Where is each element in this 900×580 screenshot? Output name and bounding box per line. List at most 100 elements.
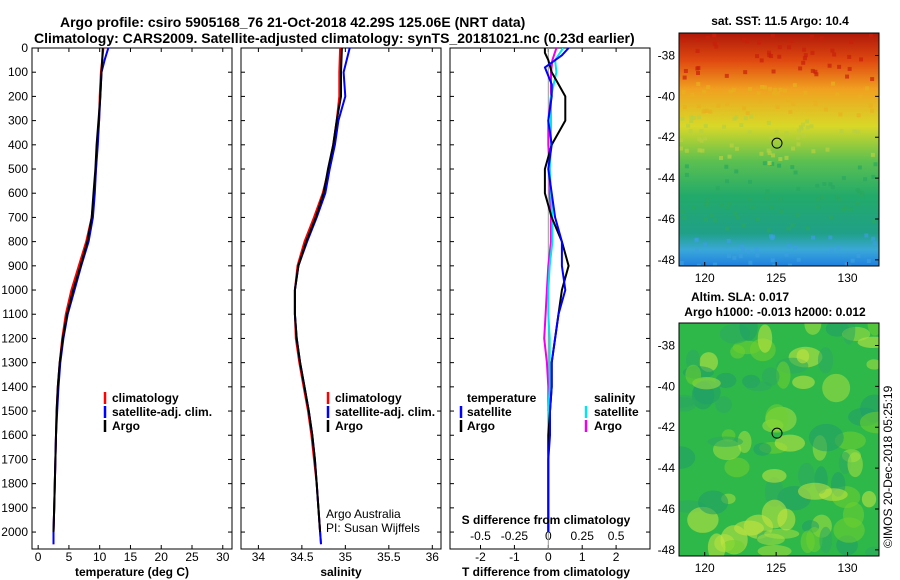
sst-pixel (715, 186, 720, 191)
sst-pixel (768, 87, 773, 92)
sst-pixel (708, 109, 713, 114)
sst-pixel (684, 172, 689, 177)
sst-pixel (724, 226, 729, 231)
map-ticks-layer: 120 125 130 -38 -40 -42 -44 -46 -48 120 125 130 -38 -… (658, 48, 879, 575)
sst-pixel (714, 44, 719, 49)
depth-tick-label: 1200 (1, 331, 28, 345)
sla-blob (796, 349, 810, 364)
sst-pixel (757, 40, 762, 45)
sst-pixel (691, 115, 696, 120)
sst-pixel (798, 125, 803, 130)
sst-pixel (788, 263, 793, 266)
sst-pixel (743, 116, 748, 121)
sst-pixel (732, 255, 737, 260)
difference-xlabel: T difference from climatology (462, 565, 630, 579)
sst-pixel (819, 36, 824, 41)
sst-pixel (719, 155, 724, 160)
series-line (543, 48, 570, 533)
sst-texture (679, 33, 878, 266)
sst-pixel (686, 123, 691, 128)
sst-pixel (729, 143, 734, 148)
map-x-tick-label: 120 (695, 271, 715, 285)
sla-blob (777, 508, 796, 531)
sst-pixel (728, 89, 733, 94)
sst-pixel (704, 217, 709, 222)
x-tick-label: 5 (66, 550, 73, 564)
argo-location-marker (771, 427, 783, 439)
sla-blob (685, 364, 702, 385)
sst-pixel (772, 263, 777, 266)
sst-pixel (835, 92, 840, 97)
sst-pixel (727, 254, 732, 259)
sst-pixel (813, 69, 818, 74)
sst-pixel (814, 72, 819, 77)
sla-blob (867, 323, 879, 336)
x-tick-label: 2 (613, 550, 620, 564)
legend-argo-label: Argo (335, 419, 363, 433)
sst-pixel (796, 186, 801, 191)
sst-pixel (745, 111, 750, 116)
sla-blob (715, 372, 737, 388)
x-tick-label: 30 (216, 550, 230, 564)
map-y-tick-label: -40 (658, 379, 676, 393)
difference-legend: temperature satellite Argo salinity sate… (459, 391, 639, 433)
sst-pixel (689, 118, 694, 123)
temperature-lines (52, 48, 110, 545)
sst-pixel (738, 254, 743, 259)
sla-blob (866, 359, 879, 370)
sst-pixel (695, 37, 700, 42)
sst-pixel (748, 179, 753, 184)
map-y-tick-label: -40 (658, 89, 676, 103)
depth-tick-label: 1000 (1, 283, 28, 297)
map-y-tick-label: -38 (658, 48, 676, 62)
sst-pixel (682, 75, 687, 80)
sla-blob (724, 457, 750, 478)
sst-pixel (688, 129, 693, 134)
sst-pixel (724, 164, 729, 169)
sst-pixel (855, 201, 860, 206)
sst-pixel (691, 205, 696, 210)
depth-tick-label: 1500 (1, 404, 28, 418)
sst-pixel (847, 66, 852, 71)
sst-pixel (697, 148, 702, 153)
sst-pixel (766, 148, 771, 153)
sst-field (679, 33, 879, 266)
sst-pixel (798, 66, 803, 71)
sst-pixel (778, 157, 783, 162)
map-y-tick-label: -44 (658, 171, 676, 185)
sst-pixel (696, 71, 701, 76)
sst-pixel (770, 33, 775, 38)
sst-pixel (773, 87, 778, 92)
sst-pixel (741, 38, 746, 43)
sla-blob (819, 526, 833, 554)
depth-tick-label: 1700 (1, 452, 28, 466)
sst-pixel (857, 165, 862, 170)
sla-blob (822, 373, 851, 403)
sst-pixel (784, 131, 789, 136)
sst-pixel (703, 242, 708, 247)
map-x-tick-label: 125 (766, 561, 786, 575)
map-y-tick-label: -44 (658, 461, 676, 475)
series-line (52, 48, 104, 533)
sst-pixel (801, 60, 806, 65)
sst-pixel (829, 215, 834, 220)
legend-t-satellite-label: satellite (467, 405, 512, 419)
sla-map (679, 323, 879, 556)
sst-pixel (766, 228, 771, 233)
sst-pixel (829, 248, 834, 253)
sst-pixel (844, 206, 849, 211)
sst-pixel (786, 244, 791, 249)
sst-pixel (796, 142, 801, 147)
sst-pixel (775, 104, 780, 109)
salinity-xlabel: salinity (320, 565, 362, 579)
sst-pixel (838, 112, 843, 117)
x-tick-label: 25 (185, 550, 199, 564)
sst-pixel (724, 73, 729, 78)
sst-pixel (810, 50, 815, 55)
difference-lines (543, 48, 570, 549)
s-diff-tick-label: 0.5 (608, 529, 625, 543)
sst-pixel (741, 223, 746, 228)
sst-pixel (762, 85, 767, 90)
map-x-tick-label: 130 (838, 561, 858, 575)
